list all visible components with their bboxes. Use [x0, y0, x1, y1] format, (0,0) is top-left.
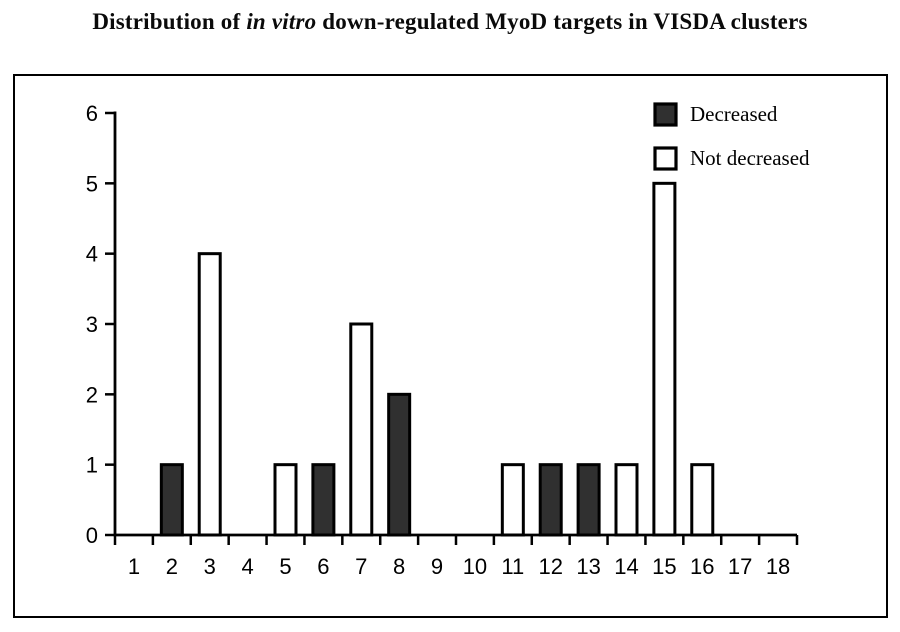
y-tick-label: 3: [86, 312, 98, 337]
legend-label-decreased: Decreased: [690, 102, 778, 126]
y-tick-label: 4: [86, 242, 98, 267]
x-tick-label: 12: [538, 554, 562, 579]
y-tick-label: 0: [86, 523, 98, 548]
y-tick-label: 1: [86, 453, 98, 478]
x-tick-label: 7: [355, 554, 367, 579]
chart-legend: Decreased Not decreased: [653, 102, 810, 190]
bar-cluster-2-decreased: [159, 463, 184, 537]
legend-label-not-decreased: Not decreased: [690, 146, 810, 170]
chart-title-suffix: down-regulated MyoD targets in VISDA clu…: [316, 9, 808, 34]
bar-cluster-15-not-decreased: [652, 181, 677, 537]
legend-swatch-not-decreased-icon: [653, 146, 678, 171]
y-tick-label: 2: [86, 382, 98, 407]
legend-swatch-decreased-icon: [653, 102, 678, 127]
x-tick-label: 6: [317, 554, 329, 579]
bar-cluster-5-not-decreased: [273, 463, 298, 537]
x-tick-label: 10: [463, 554, 487, 579]
bar-cluster-11-not-decreased: [500, 463, 525, 537]
x-tick-label: 2: [166, 554, 178, 579]
x-tick-label: 4: [241, 554, 253, 579]
x-tick-label: 17: [728, 554, 752, 579]
x-tick-label: 1: [128, 554, 140, 579]
x-tick-label: 16: [690, 554, 714, 579]
x-tick-label: 9: [431, 554, 443, 579]
x-tick-label: 8: [393, 554, 405, 579]
bar-cluster-3-not-decreased: [197, 252, 222, 537]
legend-entry-decreased: Decreased: [653, 102, 810, 127]
x-tick-label: 13: [576, 554, 600, 579]
chart-title-italic: in vitro: [246, 9, 317, 34]
chart-frame: 0 1 2 3 4 5 6 1 2 3 4 5 6 7 8 9 10 11 12 13 14 15 16 17 18 Decre…: [13, 74, 888, 618]
x-tick-label: 3: [204, 554, 216, 579]
y-tick-label: 6: [86, 101, 98, 126]
x-tick-label: 5: [279, 554, 291, 579]
bar-cluster-6-decreased: [311, 463, 336, 537]
x-tick-label: 14: [614, 554, 638, 579]
y-tick-label: 5: [86, 171, 98, 196]
chart-title: Distribution of in vitro down-regulated …: [0, 9, 900, 35]
bar-cluster-8-decreased: [387, 392, 412, 537]
bar-cluster-7-not-decreased: [349, 322, 374, 537]
bar-cluster-12-decreased: [538, 463, 563, 537]
x-tick-label: 15: [652, 554, 676, 579]
bar-cluster-14-not-decreased: [614, 463, 639, 537]
bar-cluster-13-decreased: [576, 463, 601, 537]
x-tick-label: 18: [766, 554, 790, 579]
x-tick-label: 11: [501, 554, 524, 579]
chart-title-prefix: Distribution of: [92, 9, 247, 34]
legend-entry-not-decreased: Not decreased: [653, 146, 810, 171]
bar-cluster-16-not-decreased: [690, 463, 715, 537]
